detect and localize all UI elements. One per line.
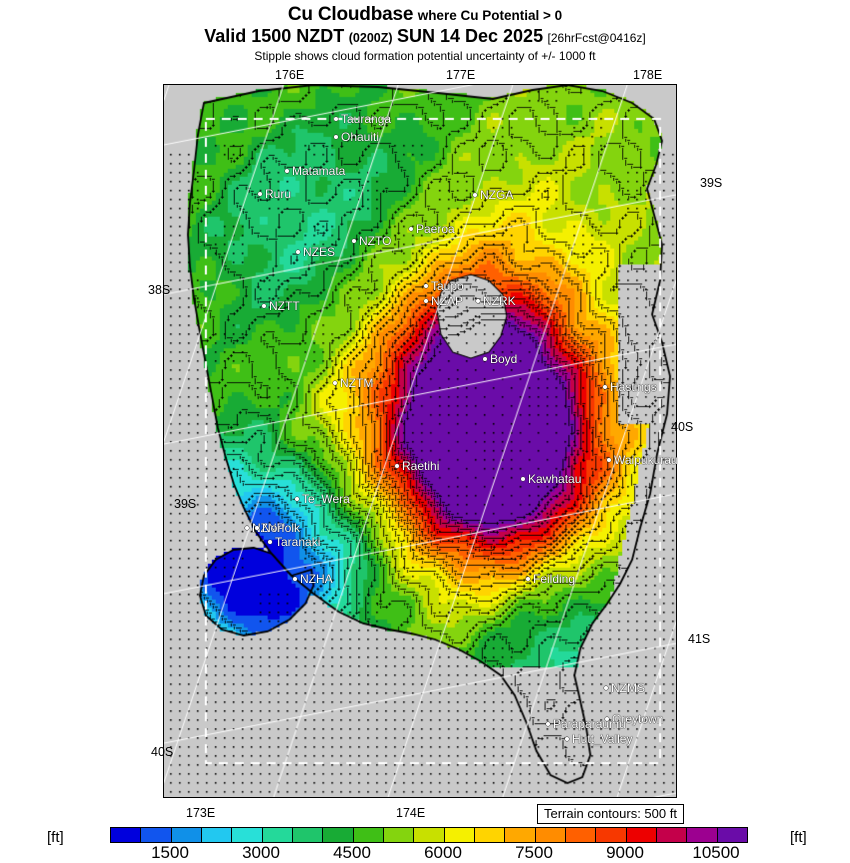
axis-tick-label: 40S [151, 745, 174, 759]
colorbar-tick: 6000 [424, 843, 462, 862]
colorbar-swatch [444, 828, 475, 842]
title-condition: where Cu Potential > 0 [417, 8, 563, 23]
colorbar-swatch [687, 828, 718, 842]
colorbar-swatch [656, 828, 688, 842]
forecast-map[interactable] [163, 84, 677, 798]
page-title: Cu Cloudbase [287, 4, 414, 25]
colorbar-tick: 10500 [692, 843, 740, 862]
colorbar-swatch [111, 828, 142, 842]
colorbar-tick: 1500 [151, 843, 189, 862]
colorbar-swatch [565, 828, 597, 842]
zulu-time: (0200Z) [348, 31, 393, 45]
axis-tick-label: 173E [186, 806, 216, 820]
colorbar-swatch [171, 828, 202, 842]
colorbar-swatch [414, 828, 445, 842]
title-line-1: Cu Cloudbase where Cu Potential > 0 [0, 5, 850, 25]
axis-tick-label: 39S [700, 176, 723, 190]
colorbar-tick: 7500 [515, 843, 553, 862]
forecast-stamp: [26hrFcst@0416z] [547, 31, 646, 45]
axis-tick-label: 177E [446, 68, 476, 82]
colorbar-swatch [292, 828, 324, 842]
axis-tick-label: 40S [671, 420, 694, 434]
terrain-contour-legend: Terrain contours: 500 ft [537, 804, 684, 824]
title-line-2: Valid 1500 NZDT (0200Z) SUN 14 Dec 2025 … [0, 26, 850, 48]
colorbar-swatch [535, 828, 566, 842]
axis-tick-label: 41S [688, 632, 711, 646]
colorbar-swatch [383, 828, 415, 842]
colorbar-swatch [474, 828, 506, 842]
axis-tick-label: 39S [174, 497, 197, 511]
colorbar-tick: 9000 [606, 843, 644, 862]
colorbar-tick-labels: 1500 3000 4500 6000 7500 9000 10500 [0, 843, 850, 863]
map-raster [164, 85, 676, 797]
colorbar-swatches [110, 827, 748, 843]
colorbar-swatch [353, 828, 384, 842]
colorbar-swatch [323, 828, 354, 842]
colorbar-swatch [717, 828, 747, 842]
stipple-note: Stipple shows cloud formation potential … [254, 49, 596, 63]
axis-tick-label: 174E [396, 806, 426, 820]
colorbar: [ft] [ft] 1500 3000 4500 6000 7500 9000 10500 [0, 824, 850, 863]
colorbar-swatch [201, 828, 233, 842]
colorbar-unit-left: [ft] [47, 829, 64, 846]
colorbar-tick: 3000 [242, 843, 280, 862]
colorbar-swatch [596, 828, 627, 842]
valid-date: SUN 14 Dec 2025 [396, 26, 544, 46]
colorbar-swatch [232, 828, 263, 842]
colorbar-tick: 4500 [333, 843, 371, 862]
axis-tick-label: 176E [275, 68, 305, 82]
colorbar-swatch [141, 828, 172, 842]
colorbar-unit-right: [ft] [790, 829, 807, 846]
axis-tick-label: 38S [148, 283, 171, 297]
axis-tick-label: 178E [633, 68, 663, 82]
title-block: Cu Cloudbase where Cu Potential > 0 Vali… [0, 0, 850, 64]
colorbar-swatch [505, 828, 536, 842]
colorbar-swatch [262, 828, 293, 842]
valid-time: Valid 1500 NZDT [204, 26, 345, 46]
colorbar-swatch [626, 828, 657, 842]
